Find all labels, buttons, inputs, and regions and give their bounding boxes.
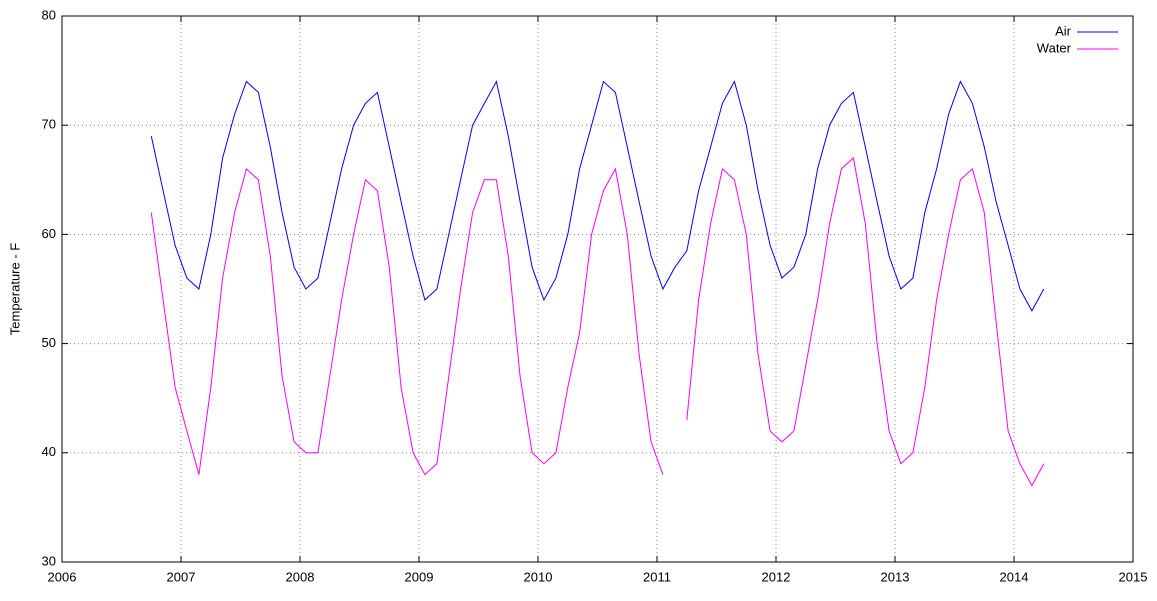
y-tick-label: 70 xyxy=(42,117,56,132)
x-tick-label: 2014 xyxy=(1000,569,1029,584)
x-tick-label: 2009 xyxy=(405,569,434,584)
x-tick-label: 2010 xyxy=(524,569,553,584)
y-axis-label: Temperature - F xyxy=(7,243,22,336)
plot-frame xyxy=(61,15,1134,563)
x-tick-label: 2007 xyxy=(167,569,196,584)
legend-label: Air xyxy=(1055,23,1072,38)
y-tick-label: 50 xyxy=(42,335,56,350)
x-tick-label: 2012 xyxy=(762,569,791,584)
y-tick-label: 60 xyxy=(42,226,56,241)
legend-label: Water xyxy=(1037,40,1072,55)
y-tick-label: 80 xyxy=(42,7,56,22)
x-tick-label: 2013 xyxy=(881,569,910,584)
x-tick-label: 2006 xyxy=(48,569,77,584)
y-tick-label: 30 xyxy=(42,553,56,568)
series-line xyxy=(150,157,1045,487)
x-tick-label: 2011 xyxy=(643,569,671,584)
series-line xyxy=(150,80,1045,312)
x-tick-label: 2015 xyxy=(1119,569,1148,584)
y-tick-label: 40 xyxy=(42,444,56,459)
x-tick-label: 2008 xyxy=(286,569,315,584)
